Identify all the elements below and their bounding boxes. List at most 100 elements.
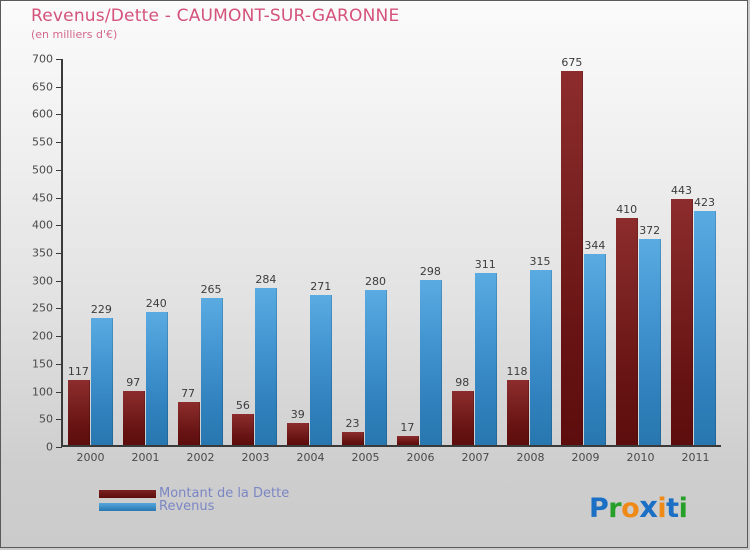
bar-value-label: 410	[616, 202, 638, 216]
logo-letter-5: t	[666, 493, 679, 524]
y-axis-tick	[56, 447, 62, 448]
bar-group-2000: 117 229	[63, 59, 118, 445]
x-axis-labels: 2000 2001 2002 2003 2004 2005 2006 2007 2008 2009…	[63, 451, 723, 464]
bar-value-label: 315	[529, 255, 551, 269]
bar-value-label: 240	[145, 296, 167, 310]
y-axis-line	[61, 59, 63, 447]
bar-value-label: 56	[235, 398, 250, 412]
x-axis-label-2005: 2005	[351, 451, 380, 464]
bar-value-label: 271	[310, 279, 332, 293]
bar-group-2007: 98 311	[447, 59, 502, 445]
x-axis-label-2009: 2009	[571, 451, 600, 464]
y-axis-tick	[56, 197, 62, 199]
y-axis-tick-label: 350	[32, 246, 53, 260]
bar-group-2004: 39 271	[282, 59, 337, 445]
y-axis-tick-label: 150	[32, 357, 53, 371]
bar-value-label: 17	[400, 420, 415, 434]
y-axis-tick	[56, 59, 62, 60]
y-axis-tick-label: 450	[32, 191, 53, 205]
revenue-bar-2001[interactable]: 240	[145, 297, 168, 445]
x-axis-label-2004: 2004	[296, 451, 325, 464]
revenue-bar-2006[interactable]: 298	[419, 265, 442, 445]
debt-bar-2002[interactable]: 77	[177, 387, 200, 445]
plot-area: 0 50 100 150 200 250 300 350 400 450 500 550 600 650 7…	[32, 53, 721, 454]
bar-value-label: 344	[584, 239, 606, 253]
proxiti-logo: Proxiti	[589, 490, 688, 524]
debt-bar-2010[interactable]: 410	[616, 203, 639, 445]
y-axis-tick-label: 300	[32, 274, 53, 288]
revenue-bar-2004[interactable]: 271	[310, 280, 333, 445]
revenue-bar-2011[interactable]: 423	[694, 196, 717, 445]
y-axis-tick	[56, 280, 62, 282]
y-axis-tick-label: 550	[32, 135, 53, 149]
x-axis-label-2006: 2006	[406, 451, 435, 464]
logo-letter-1: r	[608, 493, 622, 524]
debt-bar-2000[interactable]: 117	[67, 365, 90, 445]
revenue-bar-2009[interactable]: 344	[584, 239, 607, 445]
legend-swatch-revenue	[99, 502, 156, 511]
legend-label-debt: Montant de la Dette	[159, 486, 290, 501]
y-axis-tick-label: 700	[32, 52, 53, 66]
bar-value-label: 229	[90, 303, 112, 317]
logo-letter-0: P	[589, 493, 609, 524]
bar-value-label: 265	[200, 283, 222, 297]
y-axis-tick-label: 500	[32, 163, 53, 177]
bar-value-label: 372	[639, 223, 661, 237]
revenue-bar-2010[interactable]: 372	[639, 224, 662, 445]
logo-letter-6: i	[678, 493, 688, 524]
x-axis-label-2010: 2010	[626, 451, 655, 464]
debt-bar-2006[interactable]: 17	[396, 421, 419, 445]
y-axis-tick	[56, 363, 62, 365]
bar-groups: 117 229 97 240 77 265 56 284 39 271 23 280 17 298 98 31…	[63, 56, 721, 445]
revenue-bar-2005[interactable]: 280	[365, 275, 388, 445]
y-axis-tick	[56, 391, 62, 393]
debt-bar-2011[interactable]: 443	[671, 184, 694, 445]
y-axis-tick	[56, 336, 62, 338]
bar-value-label: 443	[671, 184, 693, 198]
x-axis-label-2007: 2007	[461, 451, 490, 464]
y-axis-tick	[56, 169, 62, 171]
bar-value-label: 298	[419, 264, 441, 278]
y-axis-tick	[56, 253, 62, 254]
x-axis-label-2001: 2001	[131, 451, 160, 464]
x-axis-label-2011: 2011	[681, 451, 710, 464]
bar-group-2005: 23 280	[337, 59, 392, 445]
y-axis-tick-label: 250	[32, 301, 53, 315]
legend-label-revenue: Revenus	[159, 499, 215, 514]
logo-letter-2: o	[621, 493, 640, 524]
bar-value-label: 675	[561, 55, 583, 69]
x-axis-label-2008: 2008	[516, 451, 545, 464]
bar-value-label: 23	[345, 417, 360, 431]
debt-bar-2004[interactable]: 39	[287, 408, 310, 445]
x-axis-line	[61, 445, 721, 447]
y-axis-tick	[56, 114, 62, 116]
debt-bar-2005[interactable]: 23	[342, 417, 365, 445]
debt-bar-2009[interactable]: 675	[561, 56, 584, 445]
revenue-bar-2003[interactable]: 284	[255, 273, 278, 445]
bar-group-2001: 97 240	[118, 59, 173, 445]
debt-bar-2003[interactable]: 56	[232, 399, 255, 445]
logo-letter-4: i	[657, 493, 667, 524]
x-axis-label-2002: 2002	[186, 451, 215, 464]
debt-bar-2008[interactable]: 118	[506, 365, 529, 445]
revenue-bar-2000[interactable]: 229	[90, 303, 113, 445]
y-axis-tick-label: 100	[32, 385, 53, 399]
x-axis-label-2003: 2003	[241, 451, 270, 464]
chart-legend: Montant de la Dette Revenus	[99, 486, 290, 514]
debt-bar-2007[interactable]: 98	[451, 376, 474, 445]
bar-value-label: 117	[67, 365, 89, 379]
y-axis-tick-label: 200	[32, 329, 53, 343]
legend-swatch-debt	[99, 489, 156, 498]
y-axis-tick-label: 50	[39, 412, 53, 426]
bar-value-label: 423	[694, 195, 716, 209]
y-axis-tick-label: 600	[32, 107, 53, 121]
y-axis-tick	[56, 419, 62, 421]
debt-bar-2001[interactable]: 97	[122, 376, 145, 445]
bar-group-2008: 118 315	[502, 59, 557, 445]
x-axis-label-2000: 2000	[76, 451, 105, 464]
revenue-bar-2002[interactable]: 265	[200, 283, 223, 445]
revenue-bar-2008[interactable]: 315	[529, 255, 552, 445]
bar-value-label: 98	[455, 375, 470, 389]
revenue-bar-2007[interactable]: 311	[474, 258, 497, 445]
